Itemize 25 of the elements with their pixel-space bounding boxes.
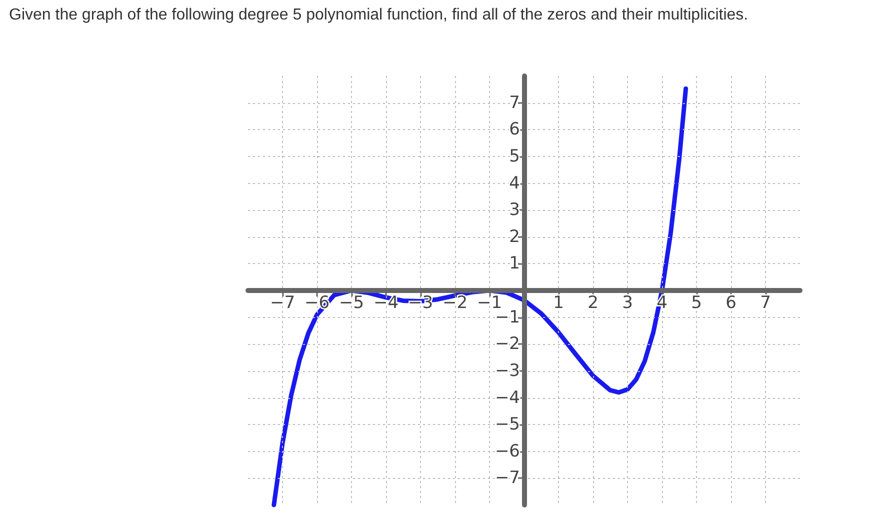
y-tick-label: 5 [509,146,520,166]
y-tick-label: −4 [494,388,520,408]
x-tick-label: 7 [760,293,771,313]
x-tick-label: 5 [691,293,702,313]
y-tick-label: −7 [494,468,520,488]
y-tick-label: 3 [509,200,520,220]
y-tick-label: 2 [509,226,520,247]
x-tick-label: −4 [373,293,399,313]
y-tick-label: −3 [494,360,520,381]
y-tick-label: 4 [509,173,520,194]
y-tick-label: −2 [494,334,520,354]
y-tick-label: −5 [494,414,520,435]
x-tick-label: 6 [726,293,736,313]
x-tick-label: 2 [588,293,598,313]
x-tick-label: −7 [270,293,296,313]
x-tick-label: 3 [622,293,633,313]
x-tick-label: −5 [338,293,364,313]
y-tick-label: 6 [509,120,520,140]
chart-title: Given the graph of the following degree 5 polynomial function, find all of the zeros and their multiplicities. [9,6,748,24]
y-tick-label: −6 [494,441,520,462]
line-series [272,86,688,508]
y-tick-label: 1 [509,254,520,274]
y-tick-label: 7 [509,92,520,113]
x-tick-label: 1 [553,293,564,313]
x-tick-label: −2 [442,293,468,313]
